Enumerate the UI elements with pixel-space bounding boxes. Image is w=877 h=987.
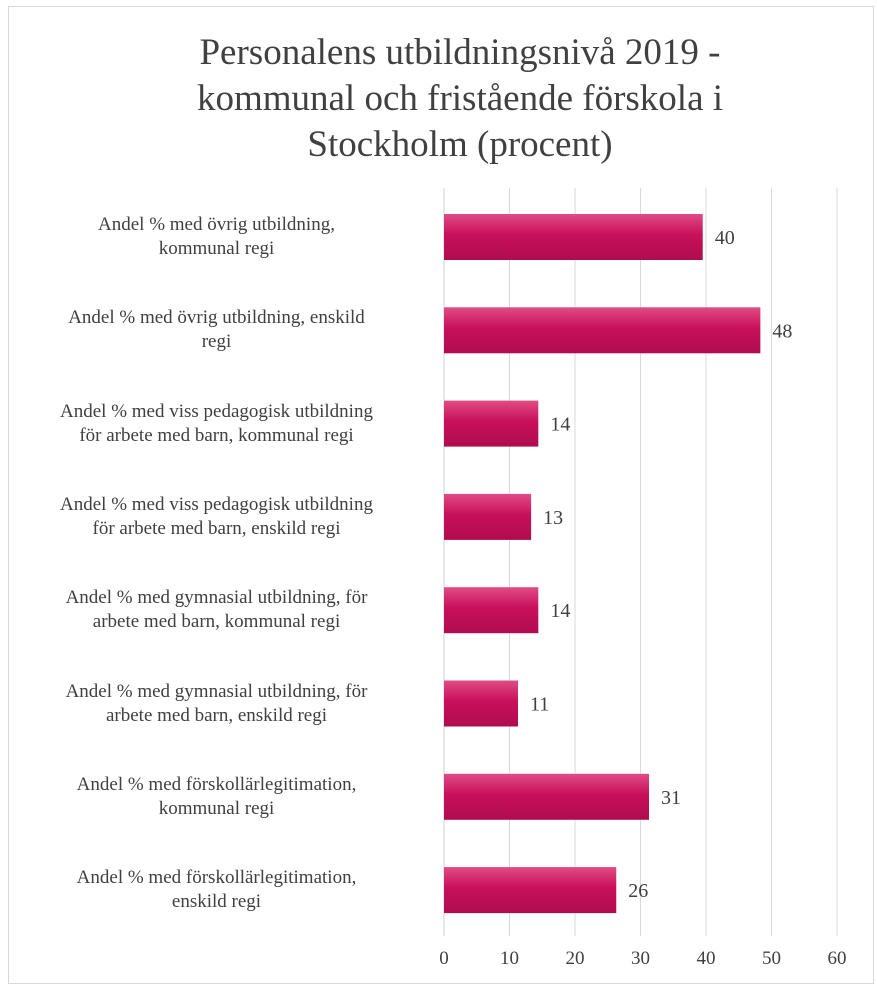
bar: [444, 307, 761, 354]
category-label: Andel % med förskollärlegitimation, kommu…: [14, 773, 419, 821]
data-labels: 40 48 14 13 14 11 31 26: [530, 227, 792, 902]
category-label: Andel % med viss pedagogisk utbildning fö…: [14, 493, 419, 541]
x-tick-label: 50: [762, 948, 781, 969]
bar-value-label: 11: [530, 694, 549, 716]
category-label-line: arbete med barn, kommunal regi: [92, 611, 341, 633]
x-tick-label: 40: [697, 948, 716, 969]
x-tick-label: 20: [566, 948, 585, 969]
category-label-line: för arbete med barn, enskild regi: [92, 517, 341, 539]
x-tick-label: 10: [500, 948, 519, 969]
bar: [444, 400, 539, 447]
category-label-line: Andel % med övrig utbildning, enskild: [68, 307, 365, 329]
category-label-line: Andel % med gymnasial utbildning, för: [65, 587, 368, 609]
category-label: Andel % med förskollärlegitimation, enski…: [14, 866, 419, 914]
category-label: Andel % med gymnasial utbildning, för arb…: [14, 680, 419, 728]
chart-title: Personalens utbildningsnivå 2019 - kommu…: [80, 30, 840, 168]
category-label: Andel % med övrig utbildning, kommunal re…: [14, 213, 419, 261]
category-label-line: kommunal regi: [158, 238, 275, 259]
x-tick-label: 30: [631, 948, 650, 969]
category-label-line: kommunal regi: [158, 797, 275, 819]
chart-title-line-2: kommunal och fristående förskola i: [196, 78, 724, 119]
category-label-line: Andel % med förskollärlegitimation,: [76, 773, 357, 795]
category-label: Andel % med gymnasial utbildning, för arb…: [14, 586, 419, 634]
category-label-line: regi: [201, 331, 232, 353]
category-label-line: Andel % med övrig utbildning,: [98, 214, 335, 235]
category-label-line: Andel % med viss pedagogisk utbildning: [60, 493, 373, 515]
bar-value-label: 31: [661, 787, 681, 809]
category-label-line: Andel % med gymnasial utbildning, för: [65, 680, 368, 702]
x-tick-label: 0: [439, 948, 449, 969]
bar: [444, 214, 703, 260]
category-label: Andel % med övrig utbildning, enskild reg…: [14, 306, 419, 354]
category-label-line: Andel % med förskollärlegitimation,: [76, 867, 357, 889]
bar-value-label: 26: [628, 880, 648, 902]
chart-title-line-3: Stockholm (procent): [307, 124, 613, 165]
bar-value-label: 40: [715, 227, 735, 249]
bar: [444, 867, 617, 914]
x-tick-label: 60: [828, 948, 847, 969]
bar-value-label: 14: [550, 414, 570, 436]
bar: [444, 587, 539, 634]
bar-value-label: 48: [772, 320, 792, 342]
bar-value-label: 14: [550, 600, 570, 622]
chart-frame: [8, 6, 874, 984]
category-label-line: Andel % med viss pedagogisk utbildning: [60, 400, 373, 422]
category-label-line: för arbete med barn, kommunal regi: [79, 424, 354, 446]
gridlines: [443, 188, 838, 936]
bar: [444, 773, 650, 820]
category-label-line: arbete med barn, enskild regi: [105, 704, 328, 726]
bar: [444, 680, 519, 727]
category-label: Andel % med viss pedagogisk utbildning fö…: [14, 400, 419, 448]
bar: [444, 493, 532, 540]
bar-value-label: 13: [543, 507, 563, 529]
category-label-line: enskild regi: [171, 891, 262, 913]
chart-title-line-1: Personalens utbildningsnivå 2019 -: [199, 32, 721, 73]
bars: [444, 214, 761, 914]
x-axis-ticks: 0 10 20 30 40 50 60: [439, 948, 846, 969]
